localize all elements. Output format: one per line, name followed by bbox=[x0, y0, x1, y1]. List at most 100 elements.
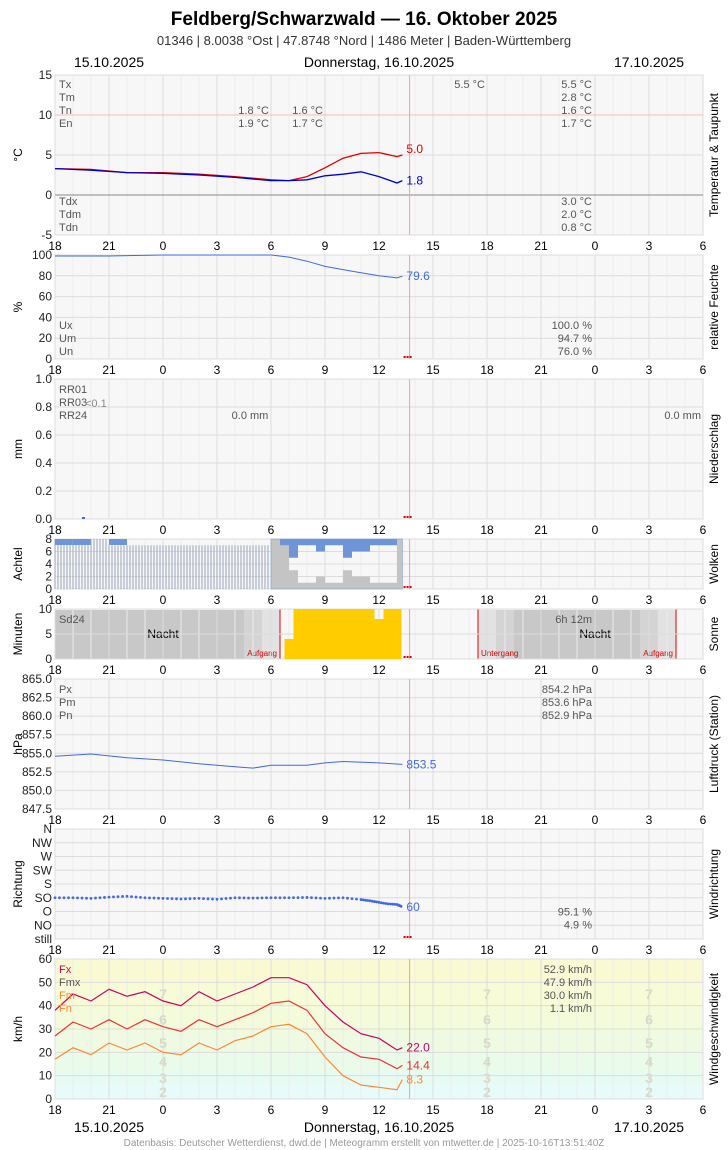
panel-side-label: Sonne bbox=[707, 616, 721, 651]
x-tick-label: 3 bbox=[646, 1103, 653, 1117]
y-tick-label: 60 bbox=[39, 952, 53, 966]
y-tick-label: 100 bbox=[32, 248, 52, 262]
cloud-bar bbox=[343, 570, 352, 589]
stat-value: 6h 12m bbox=[555, 614, 592, 626]
cloud-bar bbox=[307, 582, 316, 589]
stat-value: 76.0 % bbox=[558, 346, 592, 358]
x-tick-label: 21 bbox=[534, 239, 548, 253]
direction-dot bbox=[130, 895, 133, 899]
panel-precipitation: 0.0 0.2 0.4 0.6 0.8 1.0 mm Niederschlag 18 21 0 3 6 9… bbox=[11, 372, 721, 537]
stat-value: 30.0 km/h bbox=[544, 990, 592, 1002]
x-tick-label: 18 bbox=[480, 523, 494, 537]
y-tick-label: 0 bbox=[45, 1092, 52, 1106]
stat-label: RR01 bbox=[59, 384, 87, 396]
x-tick-label: 12 bbox=[372, 239, 386, 253]
direction-dot bbox=[220, 897, 223, 901]
stat-value: 0.0 mm bbox=[232, 410, 269, 422]
direction-dot bbox=[278, 896, 282, 900]
now-marker bbox=[403, 936, 406, 938]
x-tick-label: 18 bbox=[480, 1103, 494, 1117]
stat-value: 100.0 % bbox=[552, 320, 593, 332]
cloud-bar bbox=[361, 539, 370, 552]
stat-label: Un bbox=[59, 346, 73, 358]
x-tick-label: 6 bbox=[268, 239, 275, 253]
stat-value: 1.6 °C bbox=[292, 105, 323, 117]
stat-label: Tx bbox=[59, 79, 72, 91]
direction-dot bbox=[211, 897, 214, 901]
y-tick-label: 80 bbox=[39, 269, 53, 283]
direction-dot bbox=[116, 895, 120, 899]
stat-label: Fm bbox=[59, 990, 75, 1002]
direction-dot bbox=[251, 896, 255, 900]
y-tick-label: 10 bbox=[39, 602, 53, 616]
direction-dot bbox=[287, 896, 291, 900]
y-tick-label: N bbox=[43, 822, 52, 836]
x-tick-label: 3 bbox=[646, 363, 653, 377]
direction-dot bbox=[388, 902, 392, 906]
direction-dot bbox=[224, 897, 228, 900]
direction-dot bbox=[314, 896, 318, 900]
stat-label: Sd24 bbox=[59, 614, 85, 626]
x-tick-label: 21 bbox=[102, 523, 116, 537]
series-dewpoint bbox=[54, 167, 403, 184]
direction-dot bbox=[215, 897, 219, 901]
cloud-bar bbox=[307, 539, 316, 546]
sun-bar bbox=[347, 609, 357, 659]
now-marker bbox=[409, 656, 412, 658]
x-tick-label: 18 bbox=[480, 663, 494, 677]
y-axis-label: Richtung bbox=[11, 860, 25, 907]
direction-dot bbox=[373, 900, 376, 903]
now-marker bbox=[403, 356, 406, 358]
stat-value: 47.9 km/h bbox=[544, 977, 592, 989]
x-tick-label: 12 bbox=[372, 943, 386, 957]
cloud-bar bbox=[379, 582, 388, 589]
now-marker bbox=[406, 936, 409, 938]
x-tick-label: 3 bbox=[214, 363, 221, 377]
direction-dot bbox=[332, 896, 336, 900]
cloud-bar bbox=[271, 539, 280, 589]
x-tick-label: 3 bbox=[646, 813, 653, 827]
stat-label: Tdm bbox=[59, 209, 81, 221]
y-tick-label: S bbox=[44, 877, 52, 891]
direction-dot bbox=[370, 899, 374, 903]
x-tick-label: 9 bbox=[322, 363, 329, 377]
stat-label: Tm bbox=[59, 92, 75, 104]
x-tick-label: 9 bbox=[322, 523, 329, 537]
direction-dot bbox=[121, 895, 124, 898]
panel-temperature: -5 0 5 10 15 °C Temperatur & Taupunkt 18 21 0 3 6 9 1… bbox=[11, 68, 721, 253]
direction-dot bbox=[80, 896, 84, 900]
direction-dot bbox=[382, 901, 385, 905]
direction-dot bbox=[350, 897, 354, 901]
panel-side-label: Windrichtung bbox=[707, 849, 721, 919]
x-tick-label: 15 bbox=[426, 239, 440, 253]
x-tick-label: 18 bbox=[480, 813, 494, 827]
y-axis-label: Achtel bbox=[11, 547, 25, 580]
x-tick-label: 21 bbox=[102, 663, 116, 677]
x-tick-label: 3 bbox=[214, 593, 221, 607]
y-tick-label: 40 bbox=[39, 999, 53, 1013]
series-wind_min bbox=[54, 1023, 403, 1091]
direction-dot bbox=[67, 896, 70, 900]
direction-dot bbox=[247, 896, 250, 900]
x-tick-label: 15 bbox=[426, 363, 440, 377]
now-marker bbox=[406, 356, 409, 358]
y-tick-label: 855.0 bbox=[22, 746, 52, 760]
y-tick-label: 2 bbox=[45, 570, 52, 584]
direction-dot bbox=[391, 902, 394, 906]
x-tick-label: 0 bbox=[160, 813, 167, 827]
end-value-label: 5.0 bbox=[406, 142, 423, 156]
x-tick-label: 3 bbox=[214, 813, 221, 827]
x-tick-label: 0 bbox=[592, 813, 599, 827]
x-tick-label: 3 bbox=[646, 593, 653, 607]
y-tick-label: SW bbox=[33, 863, 53, 877]
stat-value: 52.9 km/h bbox=[544, 964, 592, 976]
x-tick-label: 12 bbox=[372, 813, 386, 827]
date-left-top: 15.10.2025 bbox=[74, 54, 144, 70]
stat-value: 1.7 °C bbox=[292, 118, 323, 130]
direction-dot bbox=[337, 896, 340, 900]
x-tick-label: 3 bbox=[646, 523, 653, 537]
sun-bar bbox=[293, 609, 303, 659]
panel-side-label: Temperatur & Taupunkt bbox=[707, 92, 721, 217]
